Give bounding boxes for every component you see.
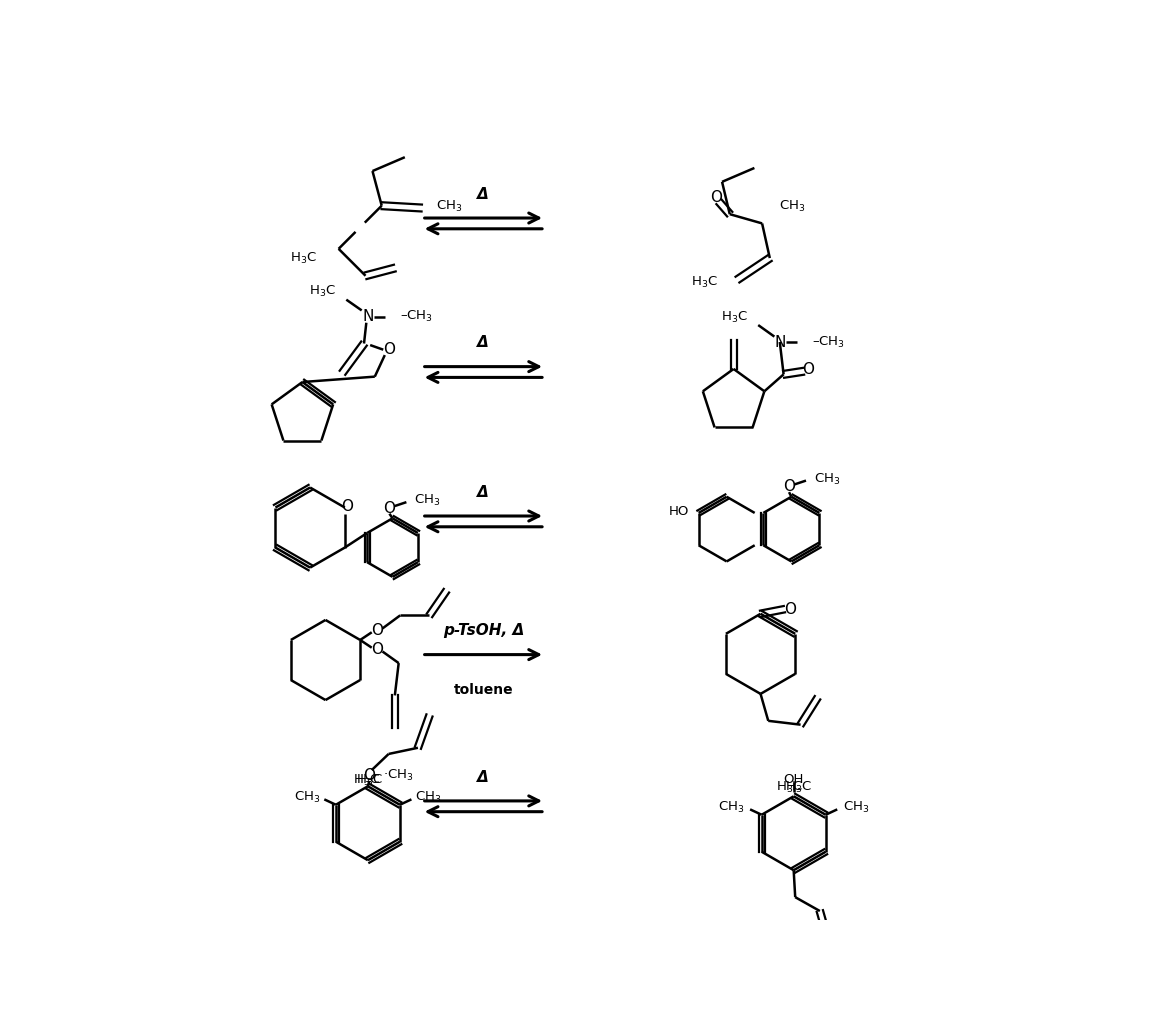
Text: O: O [783, 479, 795, 494]
Text: O: O [371, 624, 383, 638]
Text: N: N [774, 335, 786, 349]
Text: CH$_3$: CH$_3$ [843, 799, 870, 815]
Text: HO: HO [669, 505, 689, 518]
Text: Δ: Δ [477, 335, 489, 351]
Text: ·CH$_3$: ·CH$_3$ [383, 768, 413, 783]
Text: O: O [341, 498, 353, 514]
Text: CH$_3$: CH$_3$ [414, 493, 440, 508]
Text: H$_3$C: H$_3$C [691, 275, 718, 291]
Text: H$_3$C: H$_3$C [353, 772, 379, 788]
Text: –CH$_3$: –CH$_3$ [812, 334, 845, 349]
Text: toluene: toluene [454, 683, 513, 697]
Text: N: N [362, 309, 374, 324]
Text: CH$_3$: CH$_3$ [435, 199, 462, 214]
Text: Δ: Δ [477, 187, 489, 202]
Text: p-TsOH, Δ: p-TsOH, Δ [442, 624, 524, 638]
Text: CH$_3$: CH$_3$ [294, 790, 320, 804]
Text: O: O [363, 768, 376, 783]
Text: CH$_3$: CH$_3$ [416, 790, 441, 804]
Text: CH$_3$: CH$_3$ [779, 199, 805, 214]
Text: O: O [383, 500, 396, 516]
Text: O: O [710, 189, 722, 205]
Text: H$_3$C: H$_3$C [785, 781, 811, 795]
Text: H$_3$C: H$_3$C [775, 781, 802, 795]
Text: OH: OH [783, 772, 804, 786]
Text: CH$_3$: CH$_3$ [814, 472, 840, 487]
Text: –CH$_3$: –CH$_3$ [400, 309, 433, 324]
Text: CH$_3$: CH$_3$ [718, 799, 745, 815]
Text: H$_3$C: H$_3$C [308, 284, 335, 300]
Text: H$_3$C: H$_3$C [356, 772, 383, 788]
Text: H$_3$C: H$_3$C [290, 250, 317, 266]
Text: O: O [371, 642, 383, 657]
Text: Δ: Δ [477, 769, 489, 785]
Text: O: O [783, 602, 796, 616]
Text: O: O [802, 362, 815, 377]
Text: Δ: Δ [477, 485, 489, 499]
Text: H$_3$C: H$_3$C [721, 310, 747, 325]
Text: O: O [383, 342, 395, 357]
